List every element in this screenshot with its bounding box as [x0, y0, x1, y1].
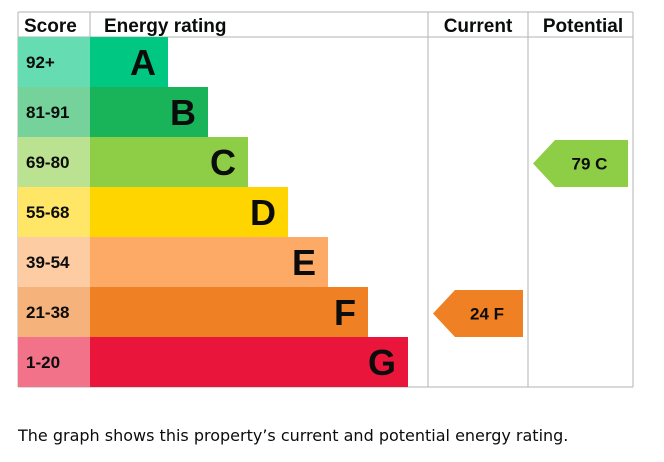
score-label-b: 81-91: [26, 103, 69, 122]
score-label-a: 92+: [26, 53, 55, 72]
score-cell-c: [18, 137, 90, 187]
header-current: Current: [444, 16, 513, 37]
score-label-f: 21-38: [26, 303, 69, 322]
score-cell-e: [18, 237, 90, 287]
rating-bar-a: [90, 37, 168, 87]
score-cell-a: [18, 37, 90, 87]
chart-caption: The graph shows this property’s current …: [18, 426, 569, 445]
rating-letter-d: D: [250, 192, 276, 233]
header-potential: Potential: [543, 16, 623, 37]
current-pointer: [433, 290, 523, 337]
potential-pointer-label: 79 C: [572, 155, 608, 174]
rating-letter-c: C: [210, 142, 236, 183]
score-label-g: 1-20: [26, 353, 60, 372]
score-cell-f: [18, 287, 90, 337]
header-score: Score: [24, 16, 77, 37]
score-cell-b: [18, 87, 90, 137]
rating-letter-g: G: [368, 342, 396, 383]
rating-bands: 92+ A 81-91 B 69-80 C 55-68 D 39-54 E 21-38 F 1-20 G: [18, 37, 408, 387]
rating-bar-d: [90, 187, 288, 237]
rating-letter-a: A: [130, 42, 156, 83]
rating-bar-b: [90, 87, 208, 137]
rating-letter-e: E: [292, 242, 316, 283]
rating-bar-c: [90, 137, 248, 187]
score-label-c: 69-80: [26, 153, 69, 172]
rating-bar-f: [90, 287, 368, 337]
energy-rating-chart: Score Energy rating Current Potential 92…: [17, 11, 634, 388]
rating-letter-f: F: [334, 292, 356, 333]
potential-pointer: [533, 140, 628, 187]
current-pointer-label: 24 F: [470, 305, 504, 324]
score-cell-g: [18, 337, 90, 387]
rating-bar-g: [90, 337, 408, 387]
score-cell-d: [18, 187, 90, 237]
rating-bar-e: [90, 237, 328, 287]
rating-letter-b: B: [170, 92, 196, 133]
header-energy-rating: Energy rating: [104, 16, 226, 37]
rating-pointers: 24 F 79 C: [433, 140, 628, 337]
score-label-e: 39-54: [26, 253, 70, 272]
score-label-d: 55-68: [26, 203, 69, 222]
